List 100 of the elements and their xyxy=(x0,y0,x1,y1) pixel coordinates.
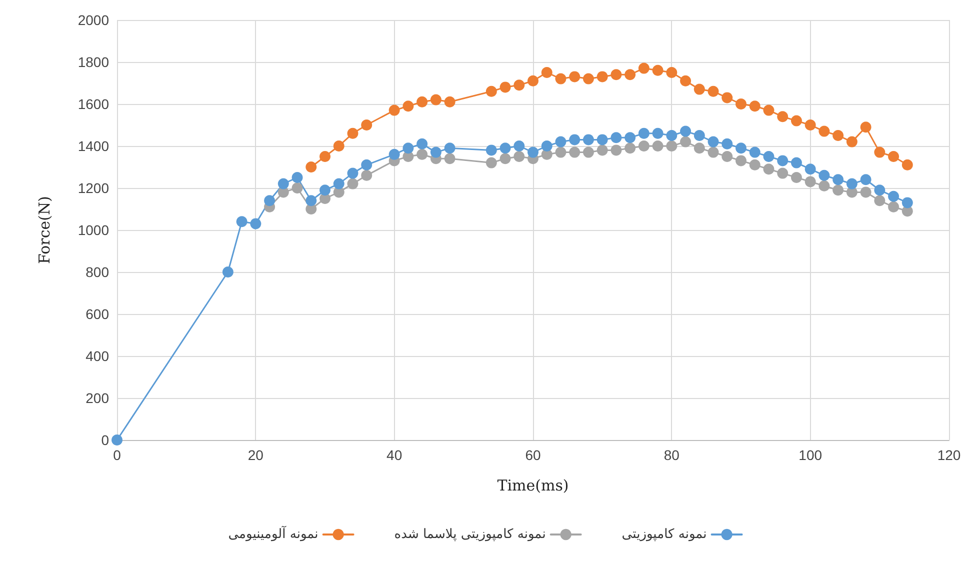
point xyxy=(292,172,303,183)
point xyxy=(846,178,858,190)
y-tick-label: 1400 xyxy=(78,138,110,154)
point xyxy=(874,195,886,206)
point xyxy=(680,126,692,137)
point xyxy=(500,153,511,164)
point xyxy=(444,96,456,108)
point xyxy=(264,195,276,206)
point xyxy=(444,153,456,164)
point xyxy=(596,134,608,146)
point xyxy=(486,157,497,168)
y-axis-title: Force(N) xyxy=(36,196,54,264)
point xyxy=(569,71,580,82)
legend-label: نمونه آلومینیومی xyxy=(228,525,318,542)
point xyxy=(749,146,760,158)
point xyxy=(596,144,608,156)
point xyxy=(652,128,664,139)
point xyxy=(388,104,400,116)
point xyxy=(541,140,552,152)
point xyxy=(680,75,692,86)
point xyxy=(306,162,317,172)
point xyxy=(680,136,692,148)
point xyxy=(306,195,317,206)
point xyxy=(652,140,664,152)
point xyxy=(763,151,774,162)
point xyxy=(320,151,330,162)
point xyxy=(722,151,733,162)
point xyxy=(638,128,650,139)
legend-label: نمونه کامپوزیتی xyxy=(622,527,707,542)
point xyxy=(361,170,372,181)
point xyxy=(874,146,886,158)
point xyxy=(804,176,816,188)
point xyxy=(818,126,830,137)
point xyxy=(666,130,678,141)
point xyxy=(902,159,913,170)
point xyxy=(388,148,400,160)
point xyxy=(112,434,122,446)
point xyxy=(236,216,248,228)
point xyxy=(763,104,774,116)
point xyxy=(694,130,705,141)
point xyxy=(790,115,802,126)
point xyxy=(528,146,538,158)
y-tick-label: 1800 xyxy=(78,54,110,70)
x-axis-title: Time(ms) xyxy=(497,476,569,494)
point xyxy=(888,201,900,212)
point xyxy=(666,67,678,78)
point xyxy=(555,73,566,84)
y-tick-label: 2000 xyxy=(78,12,110,28)
point xyxy=(486,144,497,156)
point xyxy=(541,67,552,78)
point xyxy=(694,142,705,154)
point xyxy=(610,132,622,144)
point xyxy=(430,94,442,106)
point xyxy=(874,184,886,196)
x-tick-label: 20 xyxy=(248,447,264,463)
y-tick-label: 200 xyxy=(86,390,110,406)
point xyxy=(250,218,262,230)
point xyxy=(708,86,719,97)
point xyxy=(832,174,844,186)
point xyxy=(500,82,511,93)
point xyxy=(416,148,428,160)
point xyxy=(722,138,733,150)
point xyxy=(514,151,525,162)
point xyxy=(416,96,428,108)
y-tick-label: 1600 xyxy=(78,96,110,112)
point xyxy=(832,130,844,141)
point xyxy=(638,62,650,74)
point xyxy=(749,159,760,170)
point xyxy=(555,146,566,158)
point xyxy=(888,151,900,162)
point xyxy=(736,98,746,110)
x-tick-label: 0 xyxy=(113,447,122,463)
point xyxy=(320,184,330,196)
point xyxy=(763,164,774,175)
point xyxy=(666,140,678,152)
point xyxy=(749,100,760,112)
point xyxy=(790,157,802,168)
x-tick-label: 60 xyxy=(525,447,541,463)
y-tick-label: 0 xyxy=(101,432,110,448)
point xyxy=(777,155,788,166)
point xyxy=(582,134,594,146)
point xyxy=(402,142,414,154)
point xyxy=(292,182,303,194)
point xyxy=(818,170,830,181)
point xyxy=(347,168,358,179)
point xyxy=(708,146,719,158)
x-tick-label: 120 xyxy=(937,447,961,463)
point xyxy=(777,168,788,179)
point xyxy=(569,146,580,158)
point xyxy=(818,180,830,192)
y-tick-label: 800 xyxy=(86,264,110,280)
point xyxy=(722,92,733,104)
point xyxy=(347,128,358,139)
y-tick-label: 1000 xyxy=(78,222,110,238)
point xyxy=(347,178,358,190)
point xyxy=(694,84,705,95)
point xyxy=(888,190,900,202)
point xyxy=(860,186,872,198)
y-tick-label: 400 xyxy=(86,348,110,364)
point xyxy=(846,136,858,148)
